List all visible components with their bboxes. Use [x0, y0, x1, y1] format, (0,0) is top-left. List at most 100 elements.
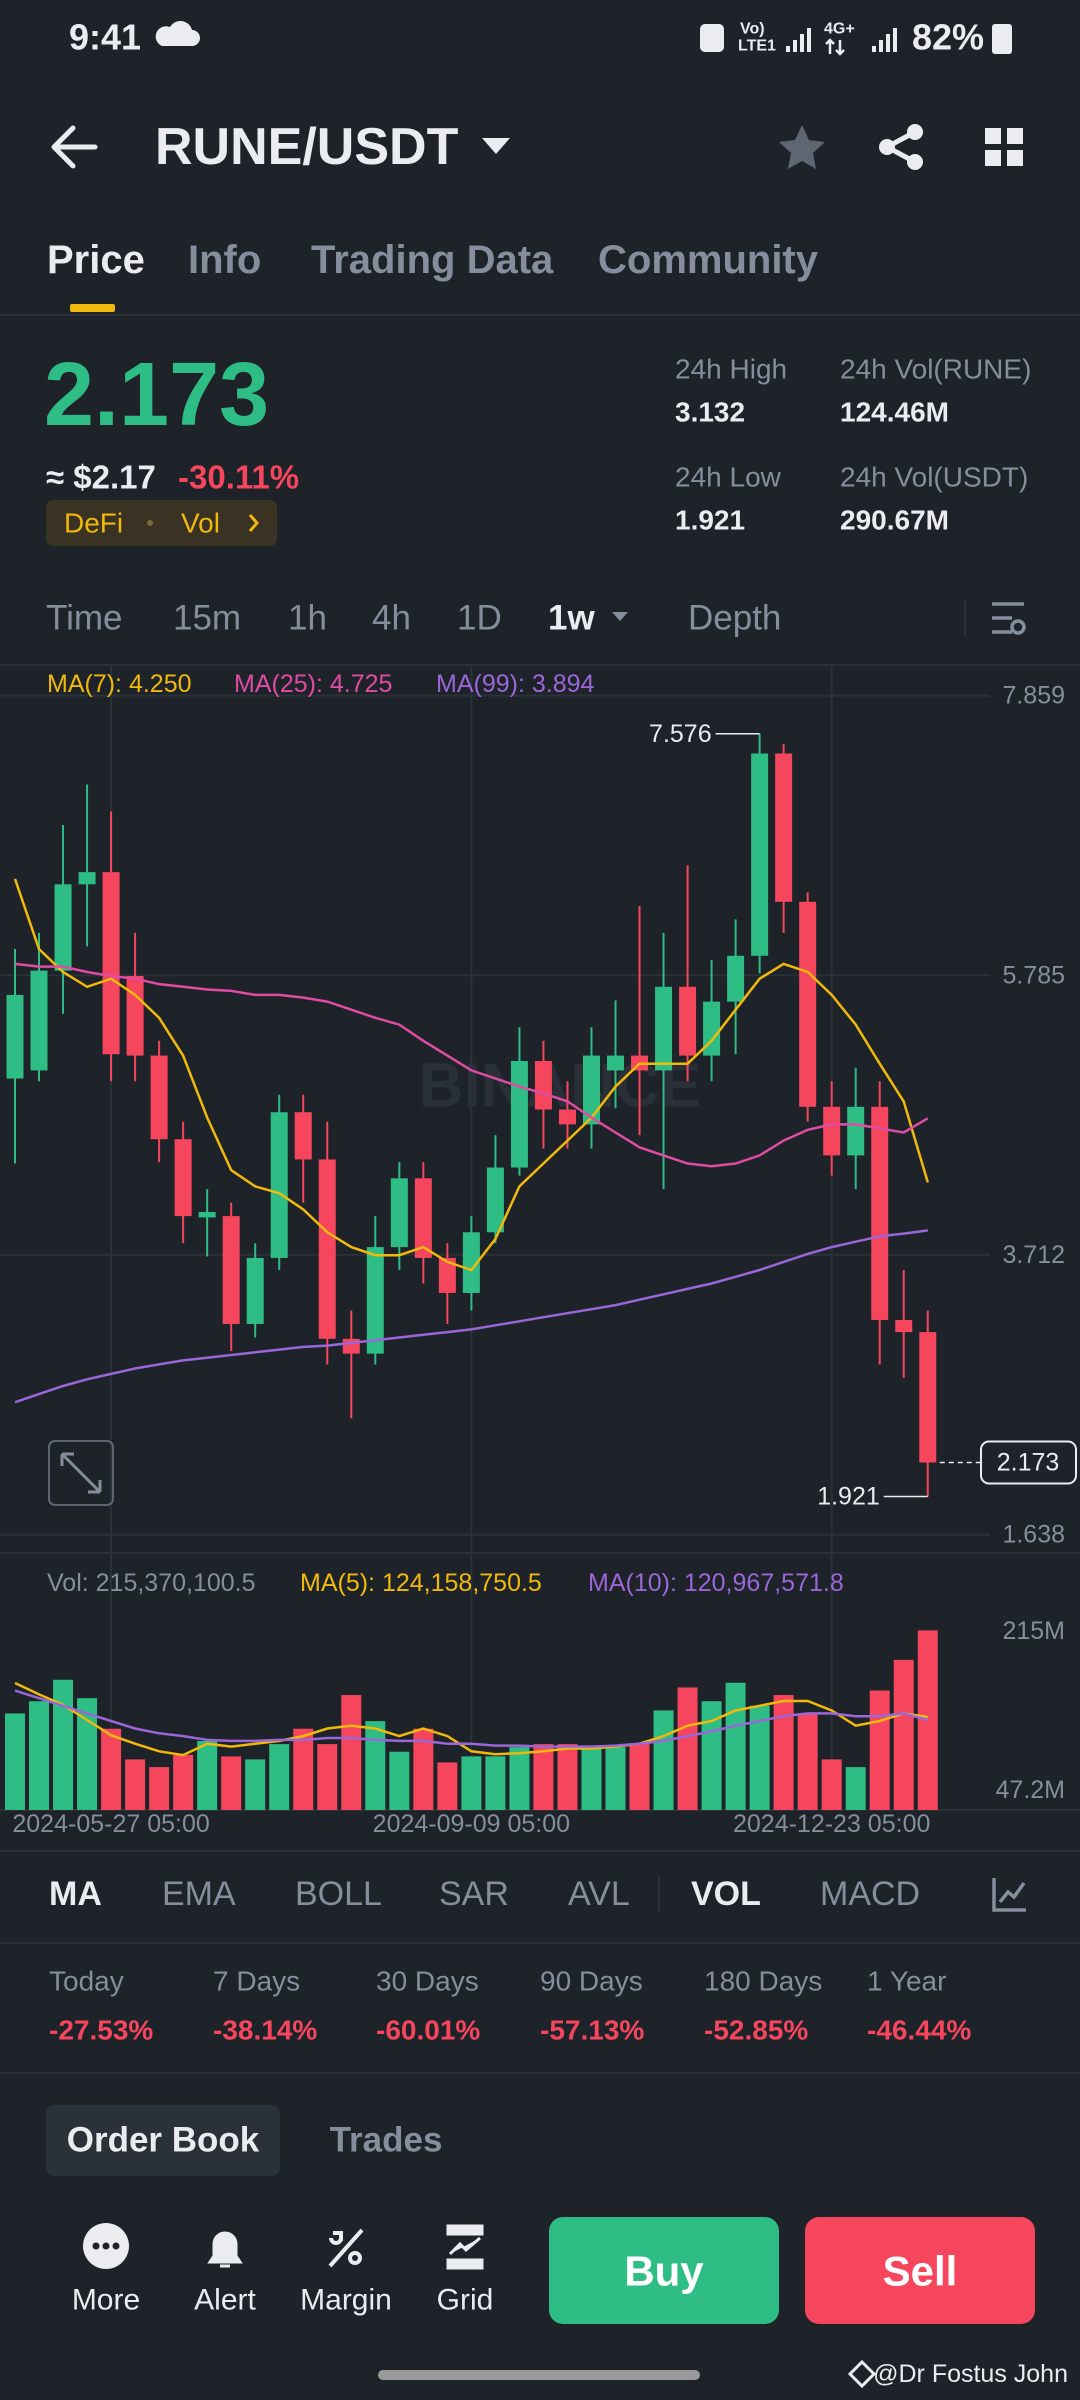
candle-body	[799, 901, 817, 1107]
candle-body	[294, 1112, 312, 1160]
home-indicator	[378, 2370, 700, 2380]
interval[interactable]: 1h	[288, 599, 327, 638]
candle-body	[607, 1055, 624, 1071]
volume-bar	[869, 1690, 890, 1810]
stat-value: 3.132	[675, 397, 745, 428]
tag[interactable]: Vol	[181, 508, 220, 539]
candle-body	[102, 872, 120, 1055]
buy-button[interactable]	[549, 2217, 779, 2324]
indicator-tab[interactable]: AVL	[568, 1875, 630, 1913]
volume-bar	[605, 1747, 626, 1810]
legend-entry: MA(99): 3.894	[436, 670, 595, 698]
interval[interactable]: 1w	[548, 599, 595, 638]
stat-value: 290.67M	[840, 505, 949, 536]
interval[interactable]: 15m	[173, 599, 241, 638]
last-price-box	[980, 1440, 1077, 1485]
indicator-tab[interactable]: MACD	[820, 1875, 920, 1913]
legend-entry: MA(7): 4.250	[47, 670, 192, 698]
candle-body	[510, 1060, 528, 1168]
candle-body	[558, 1109, 576, 1125]
indicator-settings[interactable]	[992, 1878, 1026, 1912]
volume-bar	[845, 1767, 866, 1810]
volume-bar	[269, 1744, 290, 1810]
sell-button[interactable]	[805, 2217, 1035, 2324]
volume-bar	[53, 1679, 74, 1810]
interval-dropdown[interactable]	[612, 612, 628, 621]
candle-body	[366, 1247, 384, 1354]
indicator-tab[interactable]: SAR	[439, 1875, 509, 1913]
tag-box[interactable]	[46, 500, 277, 546]
period-change: -52.85%	[704, 2015, 808, 2046]
volume-bar	[413, 1728, 434, 1810]
chart-settings[interactable]	[992, 602, 1024, 634]
more-icon	[83, 2223, 129, 2269]
status-time: 9:41	[69, 17, 141, 58]
interval[interactable]: 4h	[372, 599, 411, 638]
candle-body	[919, 1332, 937, 1463]
pair-title[interactable]: RUNE/USDT	[155, 118, 459, 176]
share-button[interactable]	[879, 124, 923, 170]
action-label[interactable]: Margin	[300, 2284, 392, 2317]
candle-body	[895, 1319, 913, 1333]
candle-body	[462, 1232, 480, 1293]
volume-bar	[677, 1687, 698, 1810]
volume-bar	[821, 1759, 842, 1810]
candle-body	[318, 1159, 336, 1339]
period-label: 30 Days	[376, 1966, 479, 1997]
low-label: 1.921	[817, 1482, 880, 1510]
interval[interactable]: Depth	[688, 599, 781, 638]
interval[interactable]: 1D	[457, 599, 502, 638]
tab[interactable]: Price	[47, 238, 145, 282]
volume-bar	[317, 1744, 338, 1810]
volume-bar	[557, 1744, 578, 1810]
legend-entry: MA(5): 124,158,750.5	[300, 1569, 542, 1597]
layout-button[interactable]	[985, 128, 1023, 166]
legend-entry: MA(25): 4.725	[234, 670, 392, 698]
margin-icon	[328, 2228, 364, 2268]
stat-value: 1.921	[675, 505, 745, 536]
tag[interactable]: DeFi	[64, 508, 123, 539]
fullscreen-button[interactable]	[48, 1440, 114, 1506]
volume-bar	[749, 1705, 770, 1810]
period-change: -27.53%	[49, 2015, 153, 2046]
action-label[interactable]: More	[72, 2284, 140, 2317]
order-tab[interactable]: Trades	[330, 2121, 443, 2160]
tab[interactable]: Community	[598, 238, 819, 282]
tab[interactable]: Info	[188, 238, 261, 282]
order-tab[interactable]: Order Book	[67, 2121, 260, 2160]
back-button[interactable]	[51, 125, 98, 169]
buy-label[interactable]: Buy	[624, 2248, 704, 2295]
stat-label: 24h High	[675, 354, 787, 385]
sell-label[interactable]: Sell	[883, 2248, 958, 2295]
volume-bar	[437, 1762, 458, 1810]
candle-body	[847, 1106, 865, 1156]
action-label[interactable]: Grid	[437, 2284, 494, 2317]
pair-dropdown[interactable]	[482, 138, 510, 154]
favorite-button[interactable]	[779, 125, 825, 169]
action-label[interactable]: Alert	[194, 2284, 256, 2317]
indicator-tab[interactable]: MA	[49, 1875, 102, 1913]
tab[interactable]: Trading Data	[311, 238, 554, 282]
ma-line	[14, 962, 929, 1168]
stat-label: 24h Vol(USDT)	[840, 462, 1028, 493]
order-tab-active[interactable]	[46, 2105, 280, 2176]
stat-label: 24h Vol(RUNE)	[840, 354, 1031, 385]
volume-bar	[173, 1754, 194, 1810]
legend-entry: MA(10): 120,967,571.8	[588, 1569, 844, 1597]
indicator-tab[interactable]: EMA	[162, 1875, 236, 1913]
indicator-tab[interactable]: VOL	[691, 1875, 761, 1913]
app-icon	[700, 24, 724, 52]
interval[interactable]: Time	[46, 599, 122, 638]
volume-bar	[581, 1747, 602, 1810]
volume-bar	[725, 1682, 746, 1810]
high-label: 7.576	[649, 720, 712, 748]
candle-body	[751, 753, 769, 956]
volume-bar	[197, 1740, 218, 1810]
indicator-tab[interactable]: BOLL	[295, 1875, 382, 1913]
fullscreen-icon	[60, 1452, 102, 1494]
data-icon	[825, 38, 845, 56]
volume-bar	[101, 1728, 122, 1810]
y-tick-label: 7.859	[1002, 682, 1065, 710]
candle-body	[775, 753, 793, 902]
volume-label: Vol: 215,370,100.5	[47, 1569, 256, 1597]
